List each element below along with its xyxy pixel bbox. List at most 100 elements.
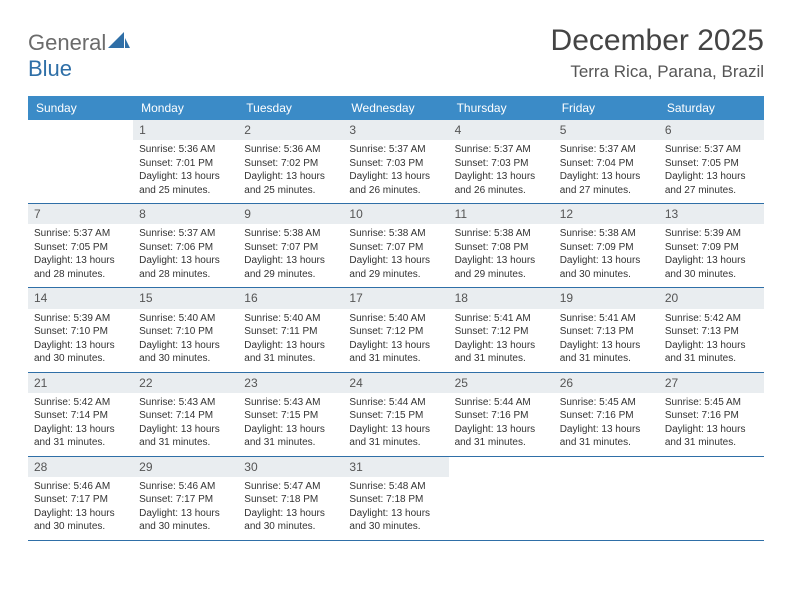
calendar-cell: 26Sunrise: 5:45 AMSunset: 7:16 PMDayligh… (554, 373, 659, 457)
calendar-cell: 4Sunrise: 5:37 AMSunset: 7:03 PMDaylight… (449, 120, 554, 204)
sun-data-line: Daylight: 13 hours and 30 minutes. (34, 339, 127, 366)
calendar-cell: 5 Sunrise: 5:37 AMSunset: 7:04 PMDaylight… (554, 120, 659, 204)
sun-data-line: Daylight: 13 hours and 31 minutes. (455, 423, 548, 450)
day-number: 28 (28, 457, 133, 477)
calendar-cell (659, 457, 764, 541)
sun-data-line: Sunset: 7:09 PM (560, 241, 653, 255)
sun-data-line: Sunrise: 5:36 AM (244, 143, 337, 157)
calendar-cell (449, 457, 554, 541)
sun-data-line: Sunrise: 5:43 AM (139, 396, 232, 410)
calendar-cell: 9Sunrise: 5:38 AMSunset: 7:07 PMDaylight… (238, 204, 343, 288)
day-number: 21 (28, 373, 133, 393)
calendar-cell: 24Sunrise: 5:44 AMSunset: 7:15 PMDayligh… (343, 373, 448, 457)
day-header: Monday (133, 96, 238, 120)
calendar-cell (28, 120, 133, 204)
sun-data-line: Sunset: 7:13 PM (665, 325, 758, 339)
sun-data-line: Sunset: 7:02 PM (244, 157, 337, 171)
calendar-cell: 31Sunrise: 5:48 AMSunset: 7:18 PMDayligh… (343, 457, 448, 541)
calendar-cell: 2Sunrise: 5:36 AMSunset: 7:02 PMDaylight… (238, 120, 343, 204)
calendar-header-row: SundayMondayTuesdayWednesdayThursdayFrid… (28, 96, 764, 120)
day-number: 31 (343, 457, 448, 477)
sun-data-line: Sunrise: 5:41 AM (560, 312, 653, 326)
sun-data-line: Daylight: 13 hours and 31 minutes. (34, 423, 127, 450)
sun-data-line: Daylight: 13 hours and 25 minutes. (139, 170, 232, 197)
sun-data-line: Sunset: 7:18 PM (244, 493, 337, 507)
day-number: 15 (133, 288, 238, 308)
sun-data-line: Daylight: 13 hours and 31 minutes. (665, 339, 758, 366)
sun-data-line: Sunset: 7:16 PM (455, 409, 548, 423)
sun-data-line: Sunset: 7:16 PM (560, 409, 653, 423)
sun-data-line: Daylight: 13 hours and 31 minutes. (560, 339, 653, 366)
sun-data-line: Daylight: 13 hours and 31 minutes. (244, 423, 337, 450)
calendar-cell (554, 457, 659, 541)
sun-data-line: Sunset: 7:10 PM (34, 325, 127, 339)
day-number (659, 457, 764, 461)
brand-part2: Blue (28, 56, 72, 81)
sun-data-line: Daylight: 13 hours and 30 minutes. (560, 254, 653, 281)
sun-data-line: Sunset: 7:11 PM (244, 325, 337, 339)
sun-data-line: Sunrise: 5:41 AM (455, 312, 548, 326)
page-header: GeneralBlue December 2025 Terra Rica, Pa… (28, 24, 764, 82)
sun-data-line: Sunset: 7:05 PM (665, 157, 758, 171)
sun-data-line: Sunrise: 5:44 AM (349, 396, 442, 410)
day-header: Thursday (449, 96, 554, 120)
calendar-cell: 28Sunrise: 5:46 AMSunset: 7:17 PMDayligh… (28, 457, 133, 541)
sun-data-line: Sunset: 7:01 PM (139, 157, 232, 171)
day-number: 19 (554, 288, 659, 308)
sun-data-line: Sunrise: 5:45 AM (665, 396, 758, 410)
sun-data-line: Daylight: 13 hours and 31 minutes. (665, 423, 758, 450)
day-number: 16 (238, 288, 343, 308)
brand-part1: General (28, 30, 106, 55)
day-number: 14 (28, 288, 133, 308)
sun-data-line: Sunset: 7:04 PM (560, 157, 653, 171)
sun-data-line: Sunset: 7:10 PM (139, 325, 232, 339)
sun-data-line: Sunset: 7:05 PM (34, 241, 127, 255)
sun-data-line: Daylight: 13 hours and 29 minutes. (349, 254, 442, 281)
calendar-cell: 15Sunrise: 5:40 AMSunset: 7:10 PMDayligh… (133, 288, 238, 372)
calendar-cell: 18Sunrise: 5:41 AMSunset: 7:12 PMDayligh… (449, 288, 554, 372)
sun-data-line: Sunrise: 5:48 AM (349, 480, 442, 494)
day-number: 6 (659, 120, 764, 140)
day-number: 3 (343, 120, 448, 140)
sun-data-line: Sunset: 7:03 PM (349, 157, 442, 171)
sun-data-line: Sunrise: 5:40 AM (139, 312, 232, 326)
sun-data-line: Sunrise: 5:43 AM (244, 396, 337, 410)
sun-data-line: Sunset: 7:18 PM (349, 493, 442, 507)
month-title: December 2025 (551, 24, 764, 58)
day-number: 9 (238, 204, 343, 224)
day-number: 7 (28, 204, 133, 224)
day-number: 2 (238, 120, 343, 140)
calendar-cell: 1Sunrise: 5:36 AMSunset: 7:01 PMDaylight… (133, 120, 238, 204)
day-header: Saturday (659, 96, 764, 120)
sun-data-line: Sunrise: 5:42 AM (34, 396, 127, 410)
day-number: 27 (659, 373, 764, 393)
sun-data-line: Sunrise: 5:37 AM (34, 227, 127, 241)
day-number: 29 (133, 457, 238, 477)
sun-data-line: Sunset: 7:15 PM (349, 409, 442, 423)
day-number: 20 (659, 288, 764, 308)
sun-data-line: Sunrise: 5:38 AM (455, 227, 548, 241)
calendar-cell: 14Sunrise: 5:39 AMSunset: 7:10 PMDayligh… (28, 288, 133, 372)
sun-data-line: Sunrise: 5:37 AM (560, 143, 653, 157)
sun-data-line: Sunset: 7:14 PM (139, 409, 232, 423)
sun-data-line: Daylight: 13 hours and 27 minutes. (560, 170, 653, 197)
sun-data-line: Sunrise: 5:42 AM (665, 312, 758, 326)
calendar-cell: 22Sunrise: 5:43 AMSunset: 7:14 PMDayligh… (133, 373, 238, 457)
sail-icon (108, 32, 130, 50)
sun-data-line: Daylight: 13 hours and 27 minutes. (665, 170, 758, 197)
sun-data-line: Daylight: 13 hours and 31 minutes. (560, 423, 653, 450)
calendar-cell: 23Sunrise: 5:43 AMSunset: 7:15 PMDayligh… (238, 373, 343, 457)
sun-data-line: Daylight: 13 hours and 31 minutes. (455, 339, 548, 366)
day-header: Sunday (28, 96, 133, 120)
sun-data-line: Sunset: 7:09 PM (665, 241, 758, 255)
sun-data-line: Daylight: 13 hours and 29 minutes. (455, 254, 548, 281)
calendar-cell: 21Sunrise: 5:42 AMSunset: 7:14 PMDayligh… (28, 373, 133, 457)
day-header: Tuesday (238, 96, 343, 120)
calendar-cell: 20 Sunrise: 5:42 AMSunset: 7:13 PMDayligh… (659, 288, 764, 372)
day-number: 5 (554, 120, 659, 140)
sun-data-line: Daylight: 13 hours and 26 minutes. (455, 170, 548, 197)
sun-data-line: Sunset: 7:12 PM (349, 325, 442, 339)
day-number: 10 (343, 204, 448, 224)
calendar-cell: 7Sunrise: 5:37 AMSunset: 7:05 PMDaylight… (28, 204, 133, 288)
sun-data-line: Sunset: 7:16 PM (665, 409, 758, 423)
